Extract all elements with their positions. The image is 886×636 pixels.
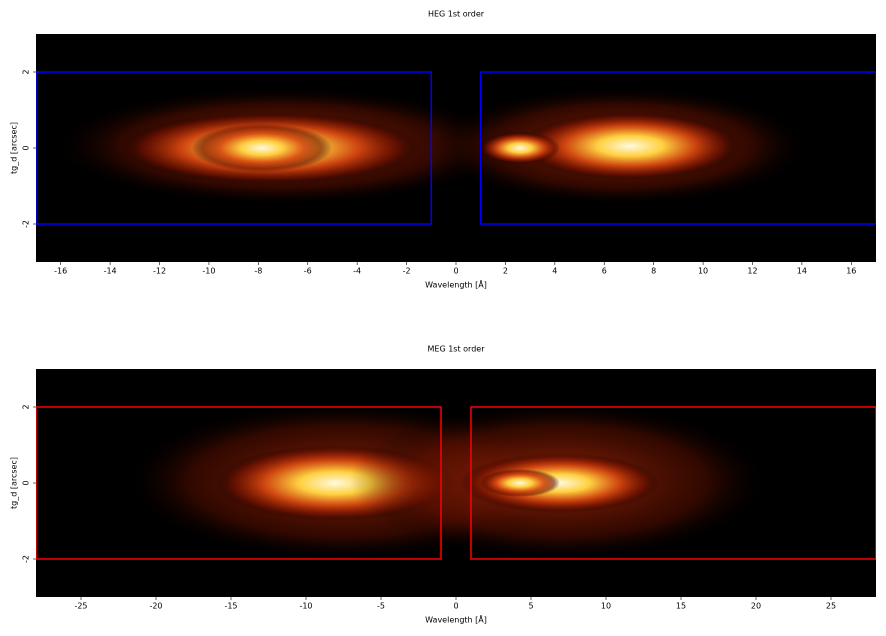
x-tick-label: -2 — [403, 267, 411, 276]
x-tick-label: 20 — [751, 602, 761, 611]
x-tick-label: 16 — [846, 267, 856, 276]
x-tick-label: 10 — [601, 602, 611, 611]
y-tick-label: 0 — [22, 145, 31, 150]
x-tick-label: -10 — [202, 267, 215, 276]
y-axis-label: tg_d [arcsec] — [10, 457, 19, 509]
x-tick-label: 4 — [552, 267, 557, 276]
heat-glow — [192, 124, 332, 172]
heat-glow — [520, 112, 740, 180]
x-axis-label: Wavelength [Å] — [425, 279, 487, 290]
x-tick-label: -16 — [54, 267, 67, 276]
y-tick-label: 0 — [22, 480, 31, 485]
x-tick-label: -5 — [377, 602, 385, 611]
heat — [52, 86, 810, 206]
chart-title: HEG 1st order — [428, 10, 485, 19]
y-tick-label: 2 — [22, 404, 31, 409]
chart-title: MEG 1st order — [428, 345, 486, 354]
extraction-region — [36, 71, 433, 225]
x-tick-label: -20 — [149, 602, 162, 611]
x-tick-label: -25 — [74, 602, 87, 611]
x-tick-label: -8 — [254, 267, 262, 276]
x-tick-label: -10 — [299, 602, 312, 611]
heat-glow — [480, 469, 560, 497]
x-tick-label: 12 — [747, 267, 757, 276]
y-tick-label: -2 — [22, 220, 31, 228]
x-tick-label: -12 — [153, 267, 166, 276]
heat-glow — [480, 132, 560, 164]
extraction-region — [36, 406, 442, 560]
heat — [123, 401, 770, 561]
x-tick-label: 6 — [602, 267, 607, 276]
y-tick-label: 2 — [22, 69, 31, 74]
y-axis-label: tg_d [arcsec] — [10, 122, 19, 174]
x-tick-label: 15 — [676, 602, 686, 611]
x-axis-label: Wavelength [Å] — [425, 614, 487, 625]
x-tick-label: 2 — [503, 267, 508, 276]
y-tick-label: -2 — [22, 555, 31, 563]
x-tick-label: 25 — [826, 602, 836, 611]
x-tick-label: 10 — [698, 267, 708, 276]
x-tick-label: -6 — [304, 267, 312, 276]
x-tick-label: 0 — [453, 267, 458, 276]
extraction-region — [479, 71, 876, 225]
x-tick-label: -4 — [353, 267, 361, 276]
extraction-region — [470, 406, 876, 560]
x-tick-label: 14 — [797, 267, 807, 276]
x-tick-label: 0 — [453, 602, 458, 611]
x-tick-label: 5 — [528, 602, 533, 611]
x-tick-label: -15 — [224, 602, 237, 611]
x-tick-label: 8 — [651, 267, 656, 276]
x-tick-label: -14 — [104, 267, 117, 276]
